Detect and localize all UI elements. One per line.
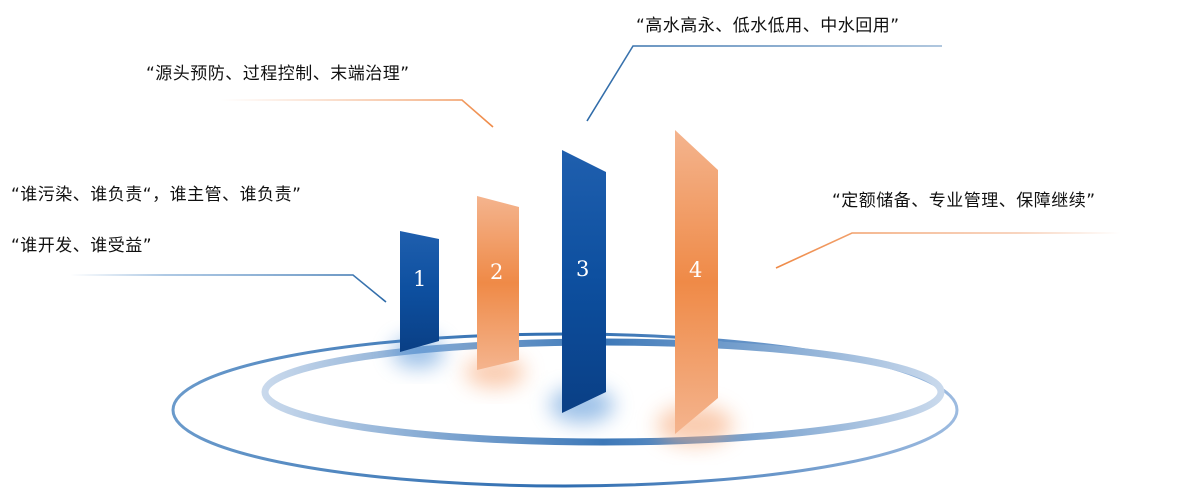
panel-1: [400, 231, 439, 352]
panel-number-1: 1: [413, 267, 427, 291]
leader-lines: [70, 45, 1120, 303]
label-2: “源头预防、过程控制、末端治理”: [146, 64, 410, 84]
label-1-line-2: “谁开发、谁受益”: [11, 236, 153, 256]
panel-number-3: 3: [576, 257, 590, 281]
leader-line-3: [586, 45, 942, 122]
panel-2: [477, 196, 519, 370]
leader-line-2: [220, 99, 494, 128]
panel-3: [562, 150, 606, 413]
panel-number-2: 2: [490, 260, 504, 284]
label-1-line-1: “谁污染、谁负责“，谁主管、谁负责”: [11, 185, 302, 205]
label-3: “高水高永、低水低用、中水回用”: [636, 16, 900, 36]
leader-line-1: [70, 274, 387, 303]
label-4: “定额储备、专业管理、保障继续”: [832, 191, 1096, 211]
panel-4: [675, 130, 718, 434]
leader-line-4: [775, 232, 1120, 269]
panel-number-4: 4: [689, 258, 703, 282]
